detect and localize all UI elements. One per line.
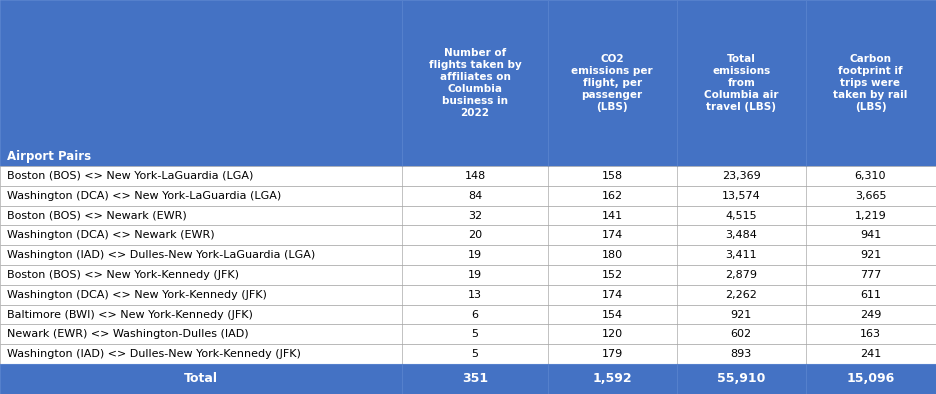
Text: 20: 20 [468,230,482,240]
Bar [0,324,936,344]
Text: Total
emissions
from
Columbia air
travel (LBS): Total emissions from Columbia air travel… [704,54,779,112]
Text: 163: 163 [860,329,881,339]
Text: 152: 152 [602,270,622,280]
Text: 174: 174 [602,290,622,300]
Text: 13,574: 13,574 [722,191,761,201]
Text: 5: 5 [472,349,478,359]
Text: 179: 179 [602,349,622,359]
Text: Total: Total [184,372,218,385]
Bar [0,265,936,285]
Bar [0,186,936,206]
Text: Washington (DCA) <> New York-LaGuardia (LGA): Washington (DCA) <> New York-LaGuardia (… [7,191,282,201]
Text: 158: 158 [602,171,622,181]
Bar [0,0,936,166]
Text: Washington (DCA) <> New York-Kennedy (JFK): Washington (DCA) <> New York-Kennedy (JF… [7,290,268,300]
Bar [0,245,936,265]
Bar [0,225,936,245]
Bar [0,206,936,225]
Text: 1,592: 1,592 [592,372,632,385]
Text: 4,515: 4,515 [725,210,757,221]
Text: 611: 611 [860,290,881,300]
Text: 55,910: 55,910 [717,372,766,385]
Bar [0,285,936,305]
Bar [0,364,936,394]
Text: 921: 921 [860,250,881,260]
Text: 180: 180 [602,250,622,260]
Text: 941: 941 [860,230,881,240]
Text: 15,096: 15,096 [846,372,895,385]
Text: 2,879: 2,879 [725,270,757,280]
Text: 777: 777 [860,270,881,280]
Text: 120: 120 [602,329,622,339]
Text: 154: 154 [602,310,622,320]
Text: 13: 13 [468,290,482,300]
Text: Airport Pairs: Airport Pairs [7,150,92,163]
Text: 6,310: 6,310 [855,171,886,181]
Text: Boston (BOS) <> New York-LaGuardia (LGA): Boston (BOS) <> New York-LaGuardia (LGA) [7,171,254,181]
Text: 141: 141 [602,210,622,221]
Text: 249: 249 [860,310,881,320]
Text: 3,411: 3,411 [725,250,757,260]
Text: Carbon
footprint if
trips were
taken by rail
(LBS): Carbon footprint if trips were taken by … [833,54,908,112]
Text: 19: 19 [468,250,482,260]
Text: 3,484: 3,484 [725,230,757,240]
Text: Number of
flights taken by
affiliates on
Columbia
business in
2022: Number of flights taken by affiliates on… [429,48,521,118]
Text: 5: 5 [472,329,478,339]
Text: 602: 602 [731,329,752,339]
Text: 174: 174 [602,230,622,240]
Text: 148: 148 [464,171,486,181]
Bar [0,344,936,364]
Text: 23,369: 23,369 [722,171,761,181]
Text: 19: 19 [468,270,482,280]
Text: 2,262: 2,262 [725,290,757,300]
Text: 921: 921 [731,310,752,320]
Text: Boston (BOS) <> Newark (EWR): Boston (BOS) <> Newark (EWR) [7,210,187,221]
Text: 893: 893 [731,349,752,359]
Text: 241: 241 [860,349,881,359]
Text: 3,665: 3,665 [855,191,886,201]
Text: Washington (IAD) <> Dulles-New York-LaGuardia (LGA): Washington (IAD) <> Dulles-New York-LaGu… [7,250,315,260]
Text: 162: 162 [602,191,622,201]
Text: Boston (BOS) <> New York-Kennedy (JFK): Boston (BOS) <> New York-Kennedy (JFK) [7,270,240,280]
Text: CO2
emissions per
flight, per
passenger
(LBS): CO2 emissions per flight, per passenger … [571,54,653,112]
Text: 32: 32 [468,210,482,221]
Bar [0,166,936,186]
Text: Baltimore (BWI) <> New York-Kennedy (JFK): Baltimore (BWI) <> New York-Kennedy (JFK… [7,310,254,320]
Text: Washington (IAD) <> Dulles-New York-Kennedy (JFK): Washington (IAD) <> Dulles-New York-Kenn… [7,349,301,359]
Text: 84: 84 [468,191,482,201]
Bar [0,305,936,324]
Text: 1,219: 1,219 [855,210,886,221]
Text: Washington (DCA) <> Newark (EWR): Washington (DCA) <> Newark (EWR) [7,230,215,240]
Text: 351: 351 [462,372,488,385]
Text: 6: 6 [472,310,478,320]
Text: Newark (EWR) <> Washington-Dulles (IAD): Newark (EWR) <> Washington-Dulles (IAD) [7,329,249,339]
